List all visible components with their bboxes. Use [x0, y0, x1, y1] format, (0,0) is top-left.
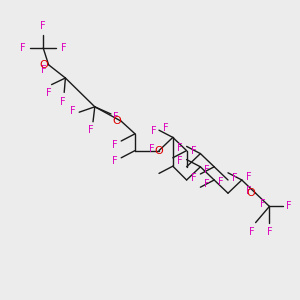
- Text: F: F: [246, 172, 251, 182]
- Text: F: F: [41, 64, 47, 75]
- Text: F: F: [218, 177, 224, 188]
- Text: F: F: [60, 97, 65, 106]
- Text: F: F: [70, 106, 76, 116]
- Text: F: F: [88, 125, 93, 135]
- Text: F: F: [40, 21, 46, 31]
- Text: F: F: [177, 142, 182, 153]
- Text: F: F: [149, 144, 155, 154]
- Text: F: F: [112, 156, 118, 167]
- Text: F: F: [249, 227, 254, 237]
- Text: F: F: [204, 165, 210, 176]
- Text: F: F: [177, 156, 182, 167]
- Text: F: F: [20, 43, 26, 53]
- Text: F: F: [190, 146, 196, 156]
- Text: F: F: [61, 43, 66, 53]
- Text: F: F: [286, 201, 291, 212]
- Text: F: F: [190, 172, 196, 183]
- Text: O: O: [247, 188, 256, 198]
- Text: O: O: [154, 146, 164, 156]
- Text: F: F: [204, 178, 210, 189]
- Text: F: F: [46, 88, 52, 98]
- Text: O: O: [40, 60, 49, 70]
- Text: F: F: [163, 123, 169, 134]
- Text: F: F: [232, 172, 238, 183]
- Text: F: F: [260, 199, 265, 209]
- Text: F: F: [246, 186, 251, 196]
- Text: F: F: [112, 140, 118, 150]
- Text: F: F: [267, 227, 272, 237]
- Text: F: F: [151, 126, 157, 136]
- Text: O: O: [112, 116, 121, 126]
- Text: F: F: [113, 112, 118, 122]
